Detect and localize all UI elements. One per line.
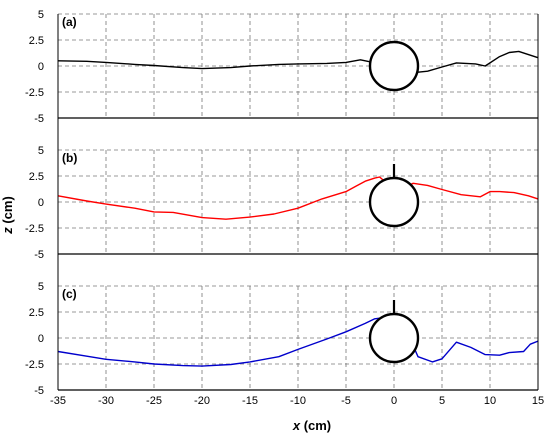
x-tick-label: -35	[50, 395, 66, 407]
panel-c: 5 2.5 0 -2.5 -5 (c)	[25, 281, 539, 397]
y-tick-label: -5	[34, 385, 44, 397]
y-tick-label: -2.5	[25, 359, 44, 371]
x-axis-unit: (cm)	[300, 418, 331, 433]
panels-group: 5 2.5 0 -2.5 -5 (a) 5 2.5 0 -2.5 -5 (b) 5 2.5 0 -2.5 -5 (…	[25, 9, 539, 397]
y-tick-label: -5	[34, 113, 44, 125]
x-tick-label: 15	[532, 395, 544, 407]
y-tick-label: -5	[34, 249, 44, 261]
profile-line	[57, 50, 539, 73]
panel-b: 5 2.5 0 -2.5 -5 (b)	[25, 145, 539, 261]
y-axis-title: z (cm)	[0, 196, 15, 235]
x-tick-label: -25	[146, 395, 162, 407]
panel-label: (a)	[62, 15, 77, 29]
x-tick-label: 0	[391, 395, 397, 407]
x-tick-label: -10	[290, 395, 306, 407]
x-tick-label: 10	[484, 395, 496, 407]
y-axis-unit: (cm)	[0, 196, 15, 227]
y-tick-label: -2.5	[25, 87, 44, 99]
x-axis-title: x (cm)	[292, 418, 331, 433]
y-tick-label: 2.5	[29, 307, 44, 319]
panel-label: (c)	[62, 287, 77, 301]
x-tick-label: 5	[439, 395, 445, 407]
y-tick-label: -2.5	[25, 223, 44, 235]
y-tick-label: 2.5	[29, 171, 44, 183]
x-tick-label: -15	[242, 395, 258, 407]
y-tick-label: 0	[38, 197, 44, 209]
panel-a: 5 2.5 0 -2.5 -5 (a)	[25, 9, 539, 125]
y-tick-label: 5	[38, 145, 44, 157]
cylinder-circle	[368, 176, 420, 228]
x-tick-labels: -35 -30 -25 -20 -15 -10 -5 0 5 10 15	[50, 395, 544, 407]
x-tick-label: -30	[98, 395, 114, 407]
y-tick-label: 5	[38, 9, 44, 21]
x-tick-label: -20	[194, 395, 210, 407]
x-tick-label: -5	[341, 395, 351, 407]
profile-line	[57, 176, 539, 220]
cylinder-circle	[368, 40, 420, 92]
cylinder-circle	[368, 312, 420, 364]
y-tick-label: 5	[38, 281, 44, 293]
y-axis-var: z	[0, 227, 15, 235]
panel-label: (b)	[62, 151, 77, 165]
x-axis-var: x	[292, 418, 301, 433]
y-tick-label: 0	[38, 333, 44, 345]
y-tick-label: 0	[38, 61, 44, 73]
y-tick-label: 2.5	[29, 35, 44, 47]
